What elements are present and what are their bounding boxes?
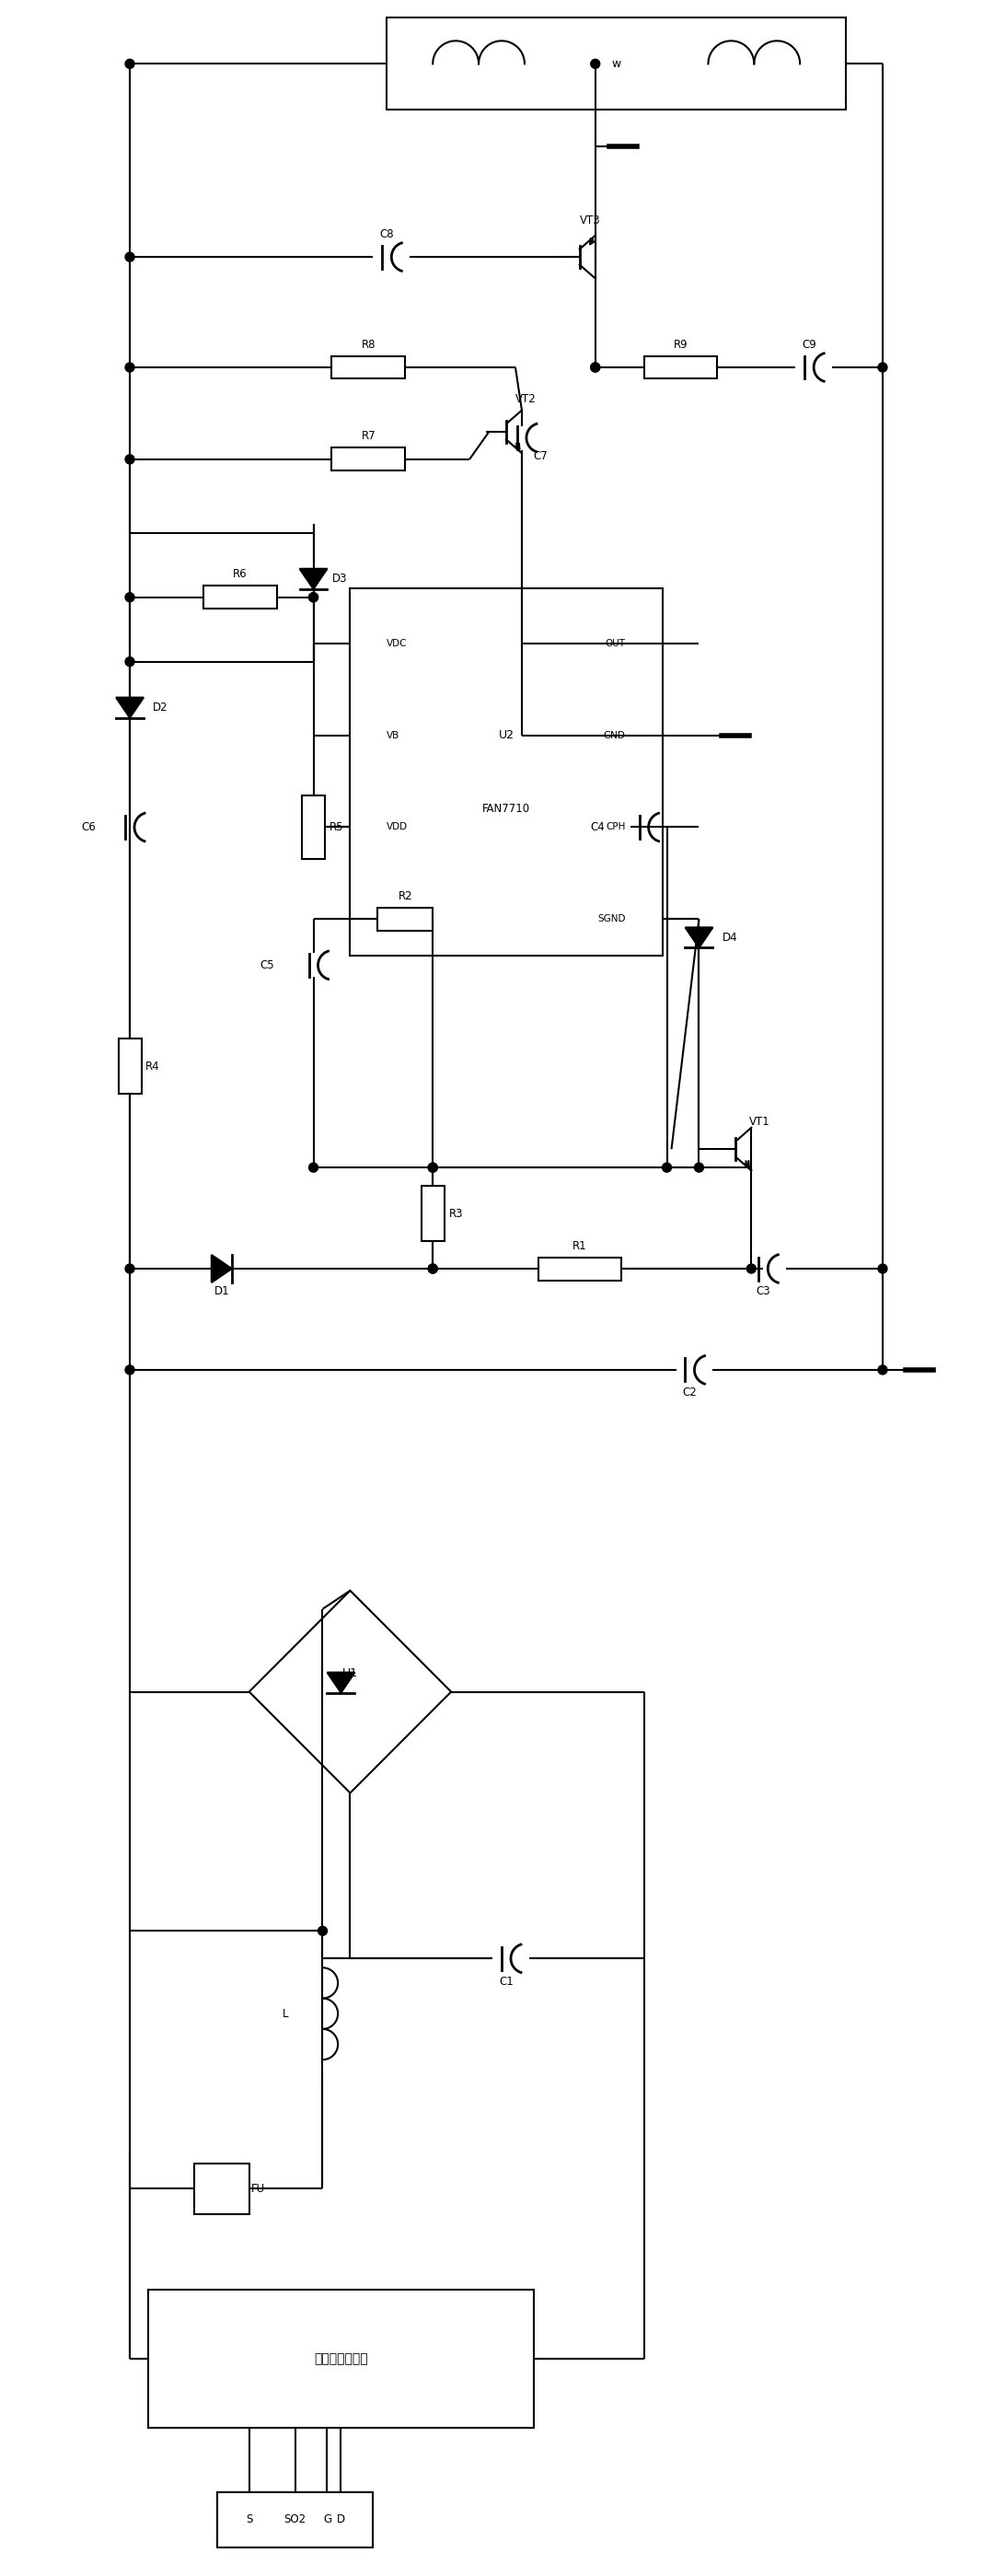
Polygon shape (300, 569, 327, 590)
Text: R1: R1 (572, 1239, 586, 1252)
Circle shape (662, 1162, 671, 1172)
Text: R2: R2 (398, 891, 412, 902)
Text: D4: D4 (722, 933, 737, 943)
Text: R8: R8 (361, 337, 375, 350)
Bar (332, 355, 405, 379)
Text: VT3: VT3 (579, 214, 601, 227)
Text: SO2: SO2 (284, 2514, 306, 2524)
Circle shape (125, 1265, 135, 1273)
Bar (332, 448, 405, 471)
Text: VDD: VDD (387, 822, 408, 832)
Circle shape (429, 1162, 438, 1172)
Bar (194, 2164, 249, 2213)
Circle shape (318, 1927, 327, 1935)
Text: D: D (337, 2514, 345, 2524)
Text: VB: VB (387, 732, 400, 739)
Text: L: L (283, 2007, 289, 2020)
Circle shape (309, 1162, 318, 1172)
Circle shape (309, 592, 318, 603)
Text: R7: R7 (361, 430, 375, 443)
Text: SGND: SGND (598, 914, 626, 925)
Text: G: G (323, 2514, 331, 2524)
Text: R5: R5 (329, 822, 343, 832)
Text: OUT: OUT (606, 639, 626, 647)
Circle shape (878, 1265, 887, 1273)
Circle shape (878, 363, 887, 371)
Circle shape (429, 1265, 438, 1273)
Text: GND: GND (604, 732, 626, 739)
Text: R4: R4 (146, 1061, 160, 1072)
Text: C9: C9 (802, 337, 817, 350)
Bar (148, 2290, 534, 2427)
Circle shape (591, 363, 600, 371)
Text: D2: D2 (153, 701, 168, 714)
Bar (377, 907, 433, 930)
Text: C7: C7 (533, 451, 547, 461)
Text: R6: R6 (232, 569, 247, 580)
Polygon shape (249, 1589, 451, 1793)
Circle shape (125, 59, 135, 70)
Bar (217, 2491, 373, 2548)
Text: FAN7710: FAN7710 (482, 804, 530, 814)
Polygon shape (116, 698, 144, 719)
Text: RT: RT (387, 914, 398, 925)
Text: R9: R9 (673, 337, 688, 350)
Circle shape (309, 592, 318, 603)
Bar (422, 1185, 445, 1242)
Circle shape (125, 592, 135, 603)
Text: U2: U2 (498, 729, 514, 742)
Text: C4: C4 (591, 822, 606, 832)
Bar (644, 355, 717, 379)
Circle shape (125, 1365, 135, 1376)
Text: D1: D1 (214, 1285, 229, 1298)
Text: C3: C3 (757, 1285, 771, 1298)
Polygon shape (211, 1255, 231, 1283)
Text: U1: U1 (342, 1667, 358, 1680)
Circle shape (429, 1265, 438, 1273)
Bar (387, 18, 846, 111)
Text: C1: C1 (499, 1976, 513, 1989)
Text: R3: R3 (449, 1208, 463, 1218)
Bar (538, 1257, 621, 1280)
Circle shape (125, 657, 135, 667)
Circle shape (746, 1265, 756, 1273)
Text: VT1: VT1 (749, 1115, 771, 1128)
Text: VT2: VT2 (515, 394, 536, 404)
Circle shape (878, 1365, 887, 1376)
Text: CPH: CPH (606, 822, 626, 832)
Circle shape (694, 1162, 703, 1172)
Polygon shape (327, 1672, 355, 1692)
Circle shape (591, 59, 600, 70)
Text: C6: C6 (81, 822, 96, 832)
Text: VDC: VDC (387, 639, 407, 647)
Text: 电能路控驱动器: 电能路控驱动器 (314, 2352, 368, 2365)
Circle shape (429, 1162, 438, 1172)
Text: D3: D3 (332, 572, 347, 585)
Circle shape (591, 363, 600, 371)
Polygon shape (685, 927, 713, 948)
Bar (119, 1038, 141, 1095)
Circle shape (125, 456, 135, 464)
Circle shape (125, 252, 135, 263)
Text: w: w (612, 57, 621, 70)
Text: FU: FU (252, 2182, 266, 2195)
Text: C2: C2 (683, 1386, 697, 1399)
Text: C5: C5 (261, 958, 275, 971)
Text: S: S (245, 2514, 253, 2524)
Circle shape (125, 363, 135, 371)
Bar (302, 796, 325, 860)
Text: C8: C8 (379, 229, 394, 240)
Bar (350, 587, 662, 956)
Bar (203, 585, 277, 608)
